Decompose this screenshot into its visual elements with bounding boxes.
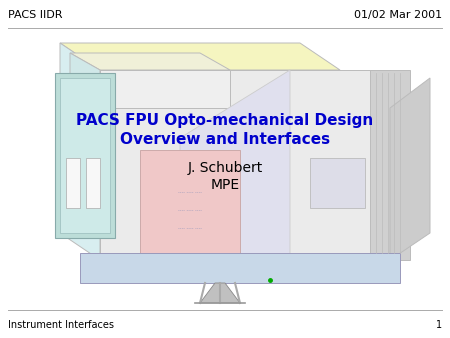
Text: 01/02 Mar 2001: 01/02 Mar 2001: [354, 10, 442, 20]
Polygon shape: [200, 283, 240, 303]
Text: ---- ---- ----: ---- ---- ----: [178, 191, 202, 195]
Text: Overview and Interfaces: Overview and Interfaces: [120, 132, 330, 147]
Polygon shape: [60, 43, 100, 260]
Text: ---- ---- ----: ---- ---- ----: [178, 226, 202, 232]
Text: PACS FPU Opto-mechanical Design: PACS FPU Opto-mechanical Design: [76, 113, 373, 127]
Polygon shape: [60, 43, 340, 70]
Polygon shape: [70, 53, 230, 70]
Text: Instrument Interfaces: Instrument Interfaces: [8, 320, 114, 330]
Bar: [80, 253, 400, 283]
Bar: [100, 70, 230, 108]
Polygon shape: [70, 53, 100, 108]
Bar: [100, 70, 390, 260]
Bar: [140, 150, 240, 260]
Bar: [86, 158, 100, 208]
Text: 1: 1: [436, 320, 442, 330]
Bar: [310, 158, 365, 208]
Text: ---- ---- ----: ---- ---- ----: [178, 209, 202, 214]
Text: MPE: MPE: [211, 178, 239, 192]
Bar: [66, 158, 80, 208]
Polygon shape: [390, 78, 430, 260]
Text: J. Schubert: J. Schubert: [187, 161, 263, 175]
Text: PACS IIDR: PACS IIDR: [8, 10, 63, 20]
Polygon shape: [180, 70, 290, 260]
Bar: [60, 78, 110, 233]
Bar: [55, 73, 115, 238]
Bar: [370, 70, 410, 260]
